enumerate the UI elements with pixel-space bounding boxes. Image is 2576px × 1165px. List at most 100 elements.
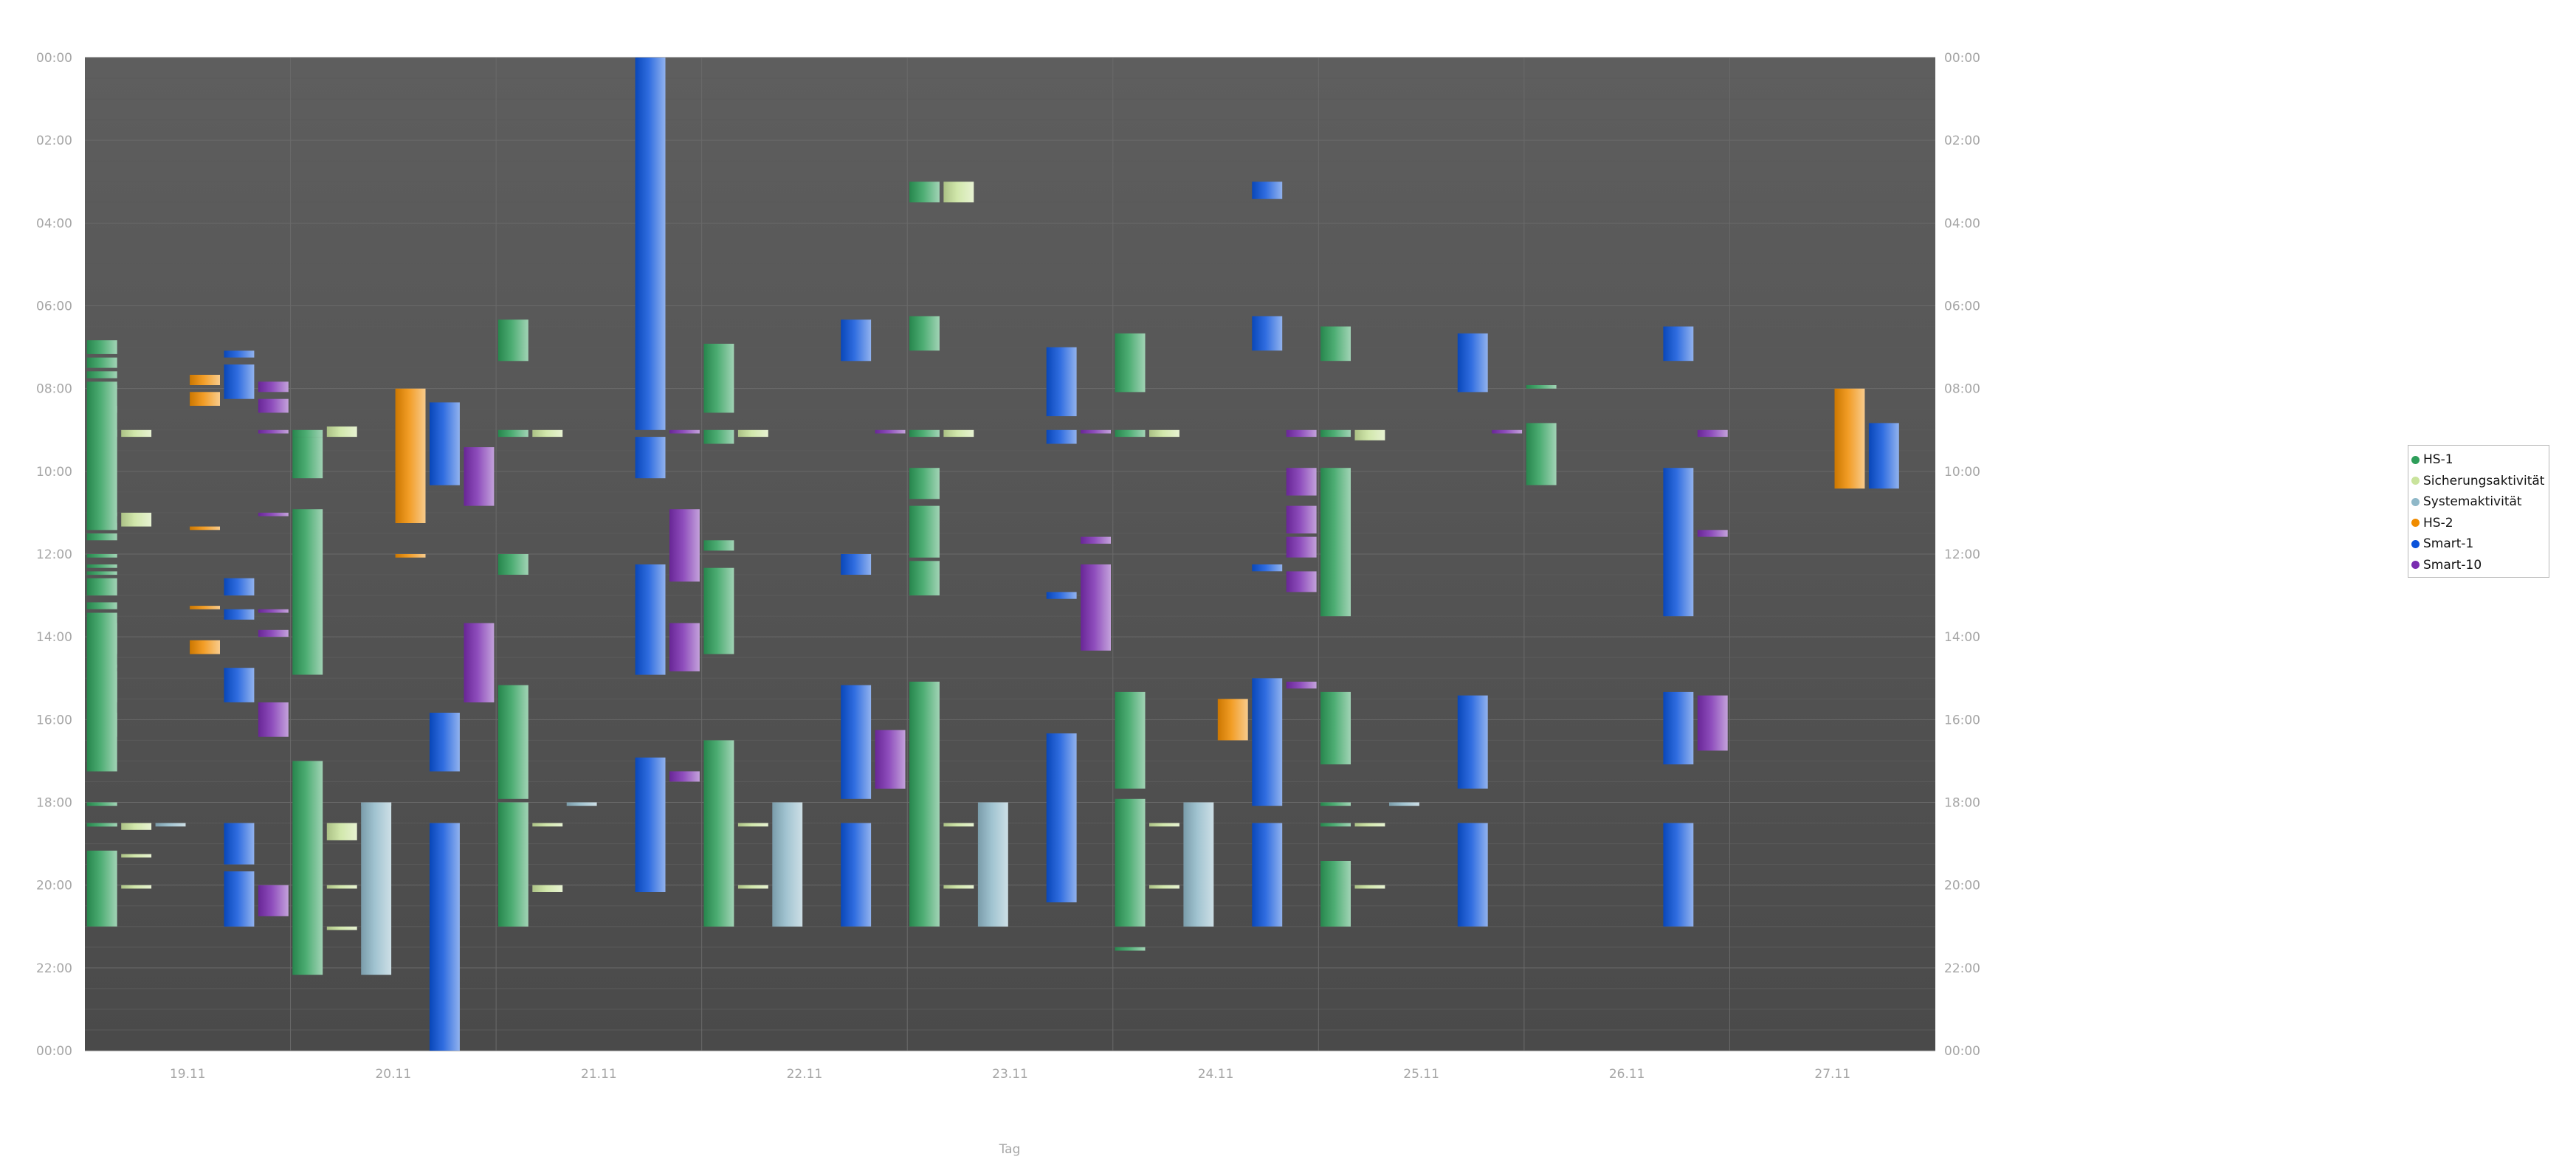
- bar-smart-10: [464, 447, 495, 506]
- bar-smart-1: [841, 319, 872, 362]
- bar-hs-1: [1320, 468, 1351, 617]
- bar-systemaktivit-t: [977, 802, 1008, 927]
- legend-marker-icon: [2411, 455, 2420, 464]
- bar-sicherungsaktivit-t: [1149, 823, 1179, 827]
- bar-smart-10: [1286, 505, 1317, 533]
- bar-hs-1: [1320, 802, 1351, 806]
- bar-sicherungsaktivit-t: [326, 926, 357, 930]
- bar-smart-1: [841, 685, 872, 799]
- bar-smart-1: [635, 437, 666, 479]
- bar-smart-10: [1697, 530, 1728, 537]
- bar-hs-1: [1320, 823, 1351, 827]
- bar-hs-1: [909, 505, 940, 558]
- bar-sicherungsaktivit-t: [1149, 885, 1179, 889]
- bar-systemaktivit-t: [772, 802, 803, 927]
- bar-hs-1: [703, 343, 734, 413]
- bar-smart-1: [1046, 429, 1077, 444]
- bar-hs-1: [86, 578, 117, 596]
- legend-marker-icon: [2411, 477, 2420, 485]
- bar-hs-1: [292, 509, 323, 675]
- bar-systemaktivit-t: [566, 802, 597, 806]
- bar-sicherungsaktivit-t: [326, 426, 357, 438]
- legend-marker-icon: [2411, 561, 2420, 570]
- legend-entry: Smart-10: [2411, 555, 2546, 576]
- y-tick-label: 02:00: [36, 134, 72, 148]
- bar-sicherungsaktivit-t: [121, 429, 152, 438]
- bar-smart-10: [464, 623, 495, 702]
- y-tick-label: 00:00: [36, 1044, 72, 1059]
- y-tick-label: 16:00: [36, 713, 72, 727]
- bar-smart-10: [669, 509, 700, 582]
- bar-smart-1: [1046, 347, 1077, 417]
- bar-sicherungsaktivit-t: [1149, 429, 1179, 438]
- bar-hs-1: [1320, 326, 1351, 362]
- x-tick-label: 21.11: [581, 1067, 617, 1082]
- y-tick-label: 04:00: [1944, 216, 1980, 231]
- bar-hs-2: [1834, 388, 1865, 489]
- bar-smart-10: [669, 429, 700, 434]
- bar-hs-1: [86, 371, 117, 378]
- bar-systemaktivit-t: [155, 823, 186, 827]
- y-tick-label: 12:00: [36, 547, 72, 562]
- bar-hs-1: [292, 761, 323, 975]
- bar-smart-1: [224, 364, 255, 399]
- bar-hs-1: [1115, 429, 1146, 438]
- bar-hs-1: [86, 713, 117, 772]
- bar-hs-1: [497, 429, 528, 438]
- bar-sicherungsaktivit-t: [943, 885, 974, 889]
- y-tick-label: 10:00: [1944, 465, 1980, 480]
- bar-hs-2: [1217, 699, 1248, 741]
- y-axis-right: 00:00 02:00 04:00 06:00 08:00 10:00 12:00 14:00…: [1944, 51, 1980, 1059]
- bar-smart-10: [669, 771, 700, 782]
- bar-sicherungsaktivit-t: [326, 823, 357, 840]
- bar-hs-2: [190, 640, 220, 654]
- bar-smart-1: [224, 578, 255, 596]
- bars: [86, 58, 1899, 1051]
- bar-smart-1: [841, 823, 872, 927]
- legend-label: HS-2: [2423, 515, 2453, 530]
- bar-hs-1: [1115, 691, 1146, 789]
- bar-systemaktivit-t: [361, 802, 392, 975]
- legend-marker-icon: [2411, 497, 2420, 506]
- bar-sicherungsaktivit-t: [121, 885, 152, 889]
- y-tick-label: 06:00: [36, 300, 72, 314]
- y-axis-left: 00:00 02:00 04:00 06:00 08:00 10:00 12:00 14:00…: [36, 51, 72, 1059]
- y-tick-label: 22:00: [36, 961, 72, 976]
- bar-hs-1: [1526, 423, 1557, 485]
- bar-hs-1: [86, 340, 117, 354]
- bar-smart-10: [875, 730, 906, 789]
- bar-sicherungsaktivit-t: [1354, 823, 1385, 827]
- legend-entry: HS-2: [2411, 513, 2546, 534]
- x-tick-label: 25.11: [1403, 1067, 1439, 1082]
- bar-smart-1: [224, 668, 255, 702]
- bar-smart-1: [841, 554, 872, 575]
- bar-sicherungsaktivit-t: [943, 429, 974, 438]
- bar-smart-1: [224, 350, 255, 358]
- legend-label: Smart-1: [2423, 536, 2474, 552]
- y-tick-label: 14:00: [36, 630, 72, 645]
- bar-hs-1: [909, 681, 940, 927]
- bar-smart-1: [1663, 691, 1694, 764]
- bar-smart-1: [1252, 316, 1283, 351]
- legend-label: Sicherungsaktivität: [2423, 473, 2545, 488]
- x-tick-label: 19.11: [170, 1067, 206, 1082]
- bar-smart-10: [1286, 468, 1317, 496]
- y-tick-label: 00:00: [36, 51, 72, 66]
- legend-label: Systemaktivität: [2423, 494, 2522, 510]
- bar-hs-1: [703, 567, 734, 654]
- bar-smart-10: [875, 429, 906, 434]
- bar-hs-2: [395, 388, 426, 523]
- bar-hs-1: [1115, 333, 1146, 393]
- bar-smart-10: [258, 512, 289, 516]
- bar-smart-1: [430, 402, 460, 485]
- bar-smart-1: [1252, 564, 1283, 572]
- bar-smart-1: [1663, 823, 1694, 927]
- x-axis-label: Tag: [999, 1142, 1021, 1157]
- y-tick-label: 18:00: [1944, 796, 1980, 811]
- y-tick-label: 10:00: [36, 465, 72, 480]
- y-tick-label: 16:00: [1944, 713, 1980, 727]
- bar-hs-1: [86, 823, 117, 827]
- bar-smart-1: [430, 713, 460, 772]
- bar-smart-1: [1046, 733, 1077, 902]
